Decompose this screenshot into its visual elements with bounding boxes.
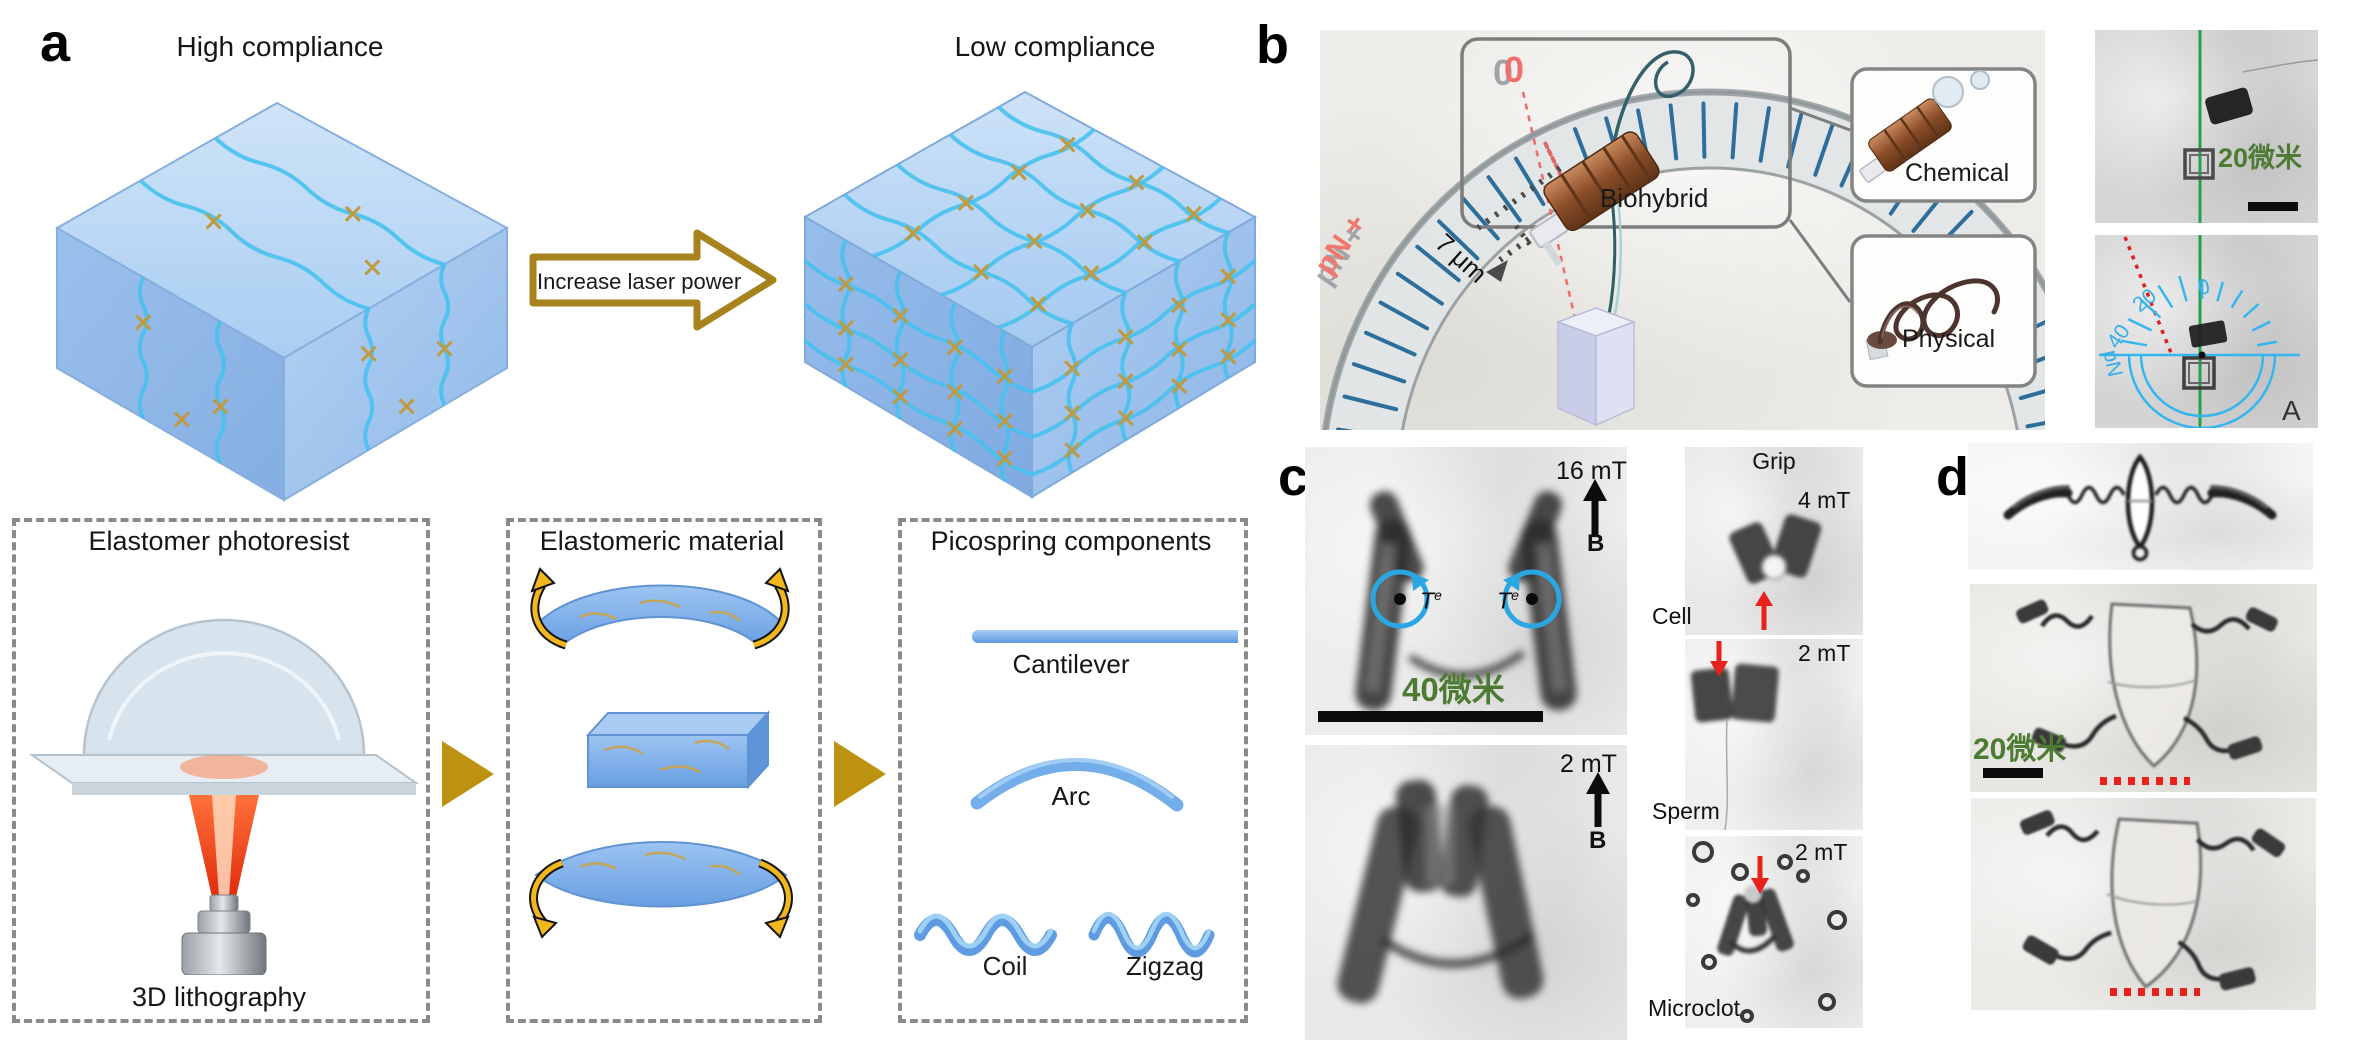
torque-t: T bbox=[1497, 587, 1512, 614]
torque-sup: e bbox=[1434, 587, 1442, 603]
workflow-arrow-1-icon bbox=[442, 741, 494, 807]
component-zigzag-label: Zigzag bbox=[1125, 951, 1205, 981]
grip1-cargo-label: Cell bbox=[1652, 603, 1692, 629]
force-gauge-render bbox=[1320, 30, 2045, 430]
tracking-dotted-line-2 bbox=[2110, 988, 2200, 996]
micrograph-grip-cell bbox=[1685, 447, 1863, 635]
elastomer-shapes-illustration bbox=[529, 567, 793, 939]
micrograph-biohybrid-protractor bbox=[2095, 235, 2318, 428]
panel-d-scalebar bbox=[1983, 768, 2043, 778]
biohybrid-label: Biohybrid bbox=[1600, 183, 1709, 213]
micrograph-biohybrid-top bbox=[2095, 30, 2318, 223]
box1-title: Elastomer photoresist bbox=[88, 526, 350, 556]
micrograph-microrobot-swimmer-2 bbox=[1971, 798, 2316, 1010]
micrograph-gripper-open bbox=[1305, 447, 1627, 735]
panel-c-scalebar-label: 40微米 bbox=[1402, 671, 1505, 708]
tracking-dotted-line-1 bbox=[2100, 777, 2190, 785]
physical-label: Physical bbox=[1902, 325, 1996, 353]
grip3-cargo-label: Microclot bbox=[1648, 995, 1741, 1021]
picospring-components-illustration bbox=[914, 630, 1238, 958]
high-compliance-cube-illustration bbox=[54, 101, 510, 502]
torque-label-right: Te bbox=[1497, 587, 1519, 614]
field-2mt-label-main: 2 mT bbox=[1560, 750, 1617, 778]
increase-laser-power-arrow bbox=[529, 229, 777, 331]
torque-sup: e bbox=[1511, 587, 1519, 603]
lithography-illustration bbox=[28, 618, 420, 975]
grip2-field: 2 mT bbox=[1798, 640, 1851, 666]
component-coil-label: Coil bbox=[982, 951, 1028, 981]
panel-c-label: c bbox=[1278, 447, 1309, 507]
panel-a-label: a bbox=[40, 13, 71, 73]
grip-title: Grip bbox=[1752, 448, 1796, 474]
workflow-arrow-2-icon bbox=[834, 741, 886, 807]
component-cantilever-label: Cantilever bbox=[1012, 649, 1130, 679]
b-field-label-bottom: B bbox=[1589, 827, 1607, 854]
panel-d-scalebar-label: 20微米 bbox=[1973, 733, 2067, 766]
cube-left-title: High compliance bbox=[176, 31, 384, 62]
chemical-label: Chemical bbox=[1905, 159, 2010, 187]
box2-title: Elastomeric material bbox=[539, 526, 785, 556]
micrograph-gripper-closed bbox=[1305, 745, 1627, 1040]
box1-caption: 3D lithography bbox=[131, 982, 307, 1012]
panel-c-scalebar bbox=[1318, 711, 1543, 722]
panel-b-scalebar bbox=[2248, 202, 2298, 211]
micrograph-microrobot-swimmer-1 bbox=[1970, 584, 2317, 792]
low-compliance-cube-illustration bbox=[802, 90, 1258, 499]
micrograph-grip-microclot bbox=[1685, 836, 1863, 1028]
b-field-label-top: B bbox=[1587, 530, 1605, 557]
micrograph-microrobot-folded bbox=[1968, 443, 2313, 570]
panel-d-label: d bbox=[1936, 447, 1969, 507]
panel-b-scalebar-label: 20微米 bbox=[2218, 143, 2303, 173]
box3-title: Picospring components bbox=[930, 526, 1212, 556]
cube-right-title: Low compliance bbox=[954, 31, 1156, 62]
grip3-field: 2 mT bbox=[1795, 839, 1848, 865]
component-arc-label: Arc bbox=[1051, 781, 1091, 811]
torque-label-left: Te bbox=[1420, 587, 1442, 614]
arrow-label: Increase laser power bbox=[537, 269, 742, 294]
torque-t: T bbox=[1420, 587, 1435, 614]
panel-b-label: b bbox=[1256, 15, 1289, 75]
frame-a-label: A bbox=[2282, 395, 2301, 426]
grip2-cargo-label: Sperm bbox=[1652, 798, 1720, 824]
field-16mt-label: 16 mT bbox=[1556, 457, 1627, 485]
grip1-field: 4 mT bbox=[1798, 487, 1851, 513]
micrograph-grip-sperm bbox=[1685, 639, 1863, 830]
gauge-zero-label: 0 bbox=[1504, 49, 1525, 90]
